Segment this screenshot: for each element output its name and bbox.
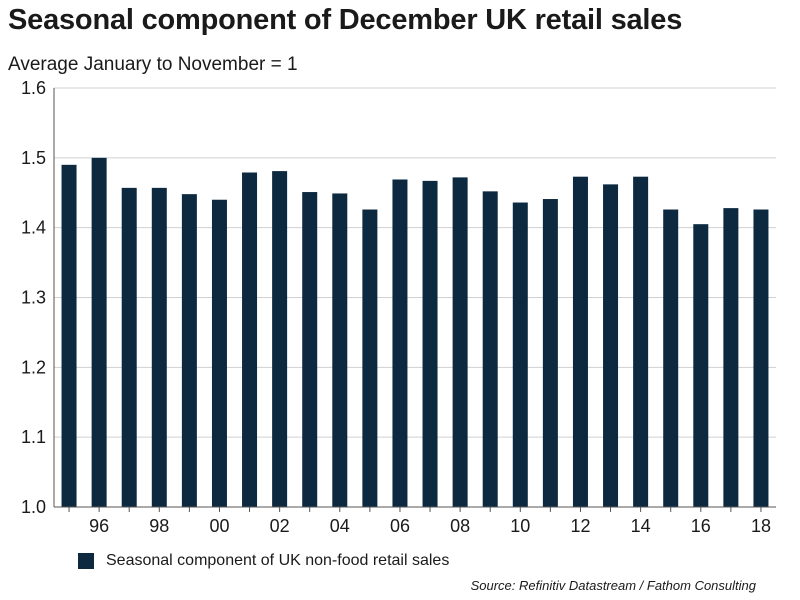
x-tick-label: 12 (570, 516, 590, 536)
source-note: Source: Refinitiv Datastream / Fathom Co… (470, 578, 756, 593)
x-tick-label: 06 (390, 516, 410, 536)
legend-swatch (78, 553, 94, 569)
y-tick-label: 1.5 (21, 148, 46, 168)
bar (362, 209, 378, 507)
x-tick-label: 02 (270, 516, 290, 536)
bar (723, 208, 739, 507)
bar (61, 164, 77, 508)
bar (422, 180, 438, 507)
bar (211, 199, 227, 507)
bar (151, 187, 167, 507)
bar (603, 184, 619, 507)
bar (693, 224, 709, 508)
bar (272, 171, 288, 507)
x-tick-label: 08 (450, 516, 470, 536)
bar (181, 194, 197, 507)
x-tick-label: 96 (89, 516, 109, 536)
legend-label: Seasonal component of UK non-food retail… (106, 552, 450, 569)
x-tick-label: 18 (751, 516, 771, 536)
x-tick-label: 98 (149, 516, 169, 536)
chart-subtitle: Average January to November = 1 (8, 54, 298, 75)
bar (512, 202, 528, 507)
bar (753, 209, 769, 507)
y-tick-label: 1.2 (21, 357, 46, 377)
x-tick-label: 10 (510, 516, 530, 536)
x-tick-label: 04 (330, 516, 350, 536)
x-tick-label: 16 (691, 516, 711, 536)
bar (542, 199, 558, 507)
y-tick-label: 1.4 (21, 218, 46, 238)
y-tick-label: 1.1 (21, 427, 46, 447)
y-tick-label: 1.0 (21, 497, 46, 517)
bar (482, 191, 498, 507)
x-tick-label: 14 (631, 516, 651, 536)
chart-title: Seasonal component of December UK retail… (8, 4, 683, 36)
bar (663, 209, 679, 507)
y-tick-label: 1.6 (21, 78, 46, 98)
legend: Seasonal component of UK non-food retail… (78, 552, 449, 570)
bar (332, 193, 348, 507)
bar (91, 157, 107, 508)
bar (242, 172, 258, 507)
bar (452, 177, 468, 508)
bar (572, 176, 588, 507)
bar (302, 192, 318, 507)
bar (633, 176, 649, 507)
bar (121, 187, 137, 507)
bar (392, 179, 408, 507)
x-tick-label: 00 (209, 516, 229, 536)
y-tick-label: 1.3 (21, 288, 46, 308)
